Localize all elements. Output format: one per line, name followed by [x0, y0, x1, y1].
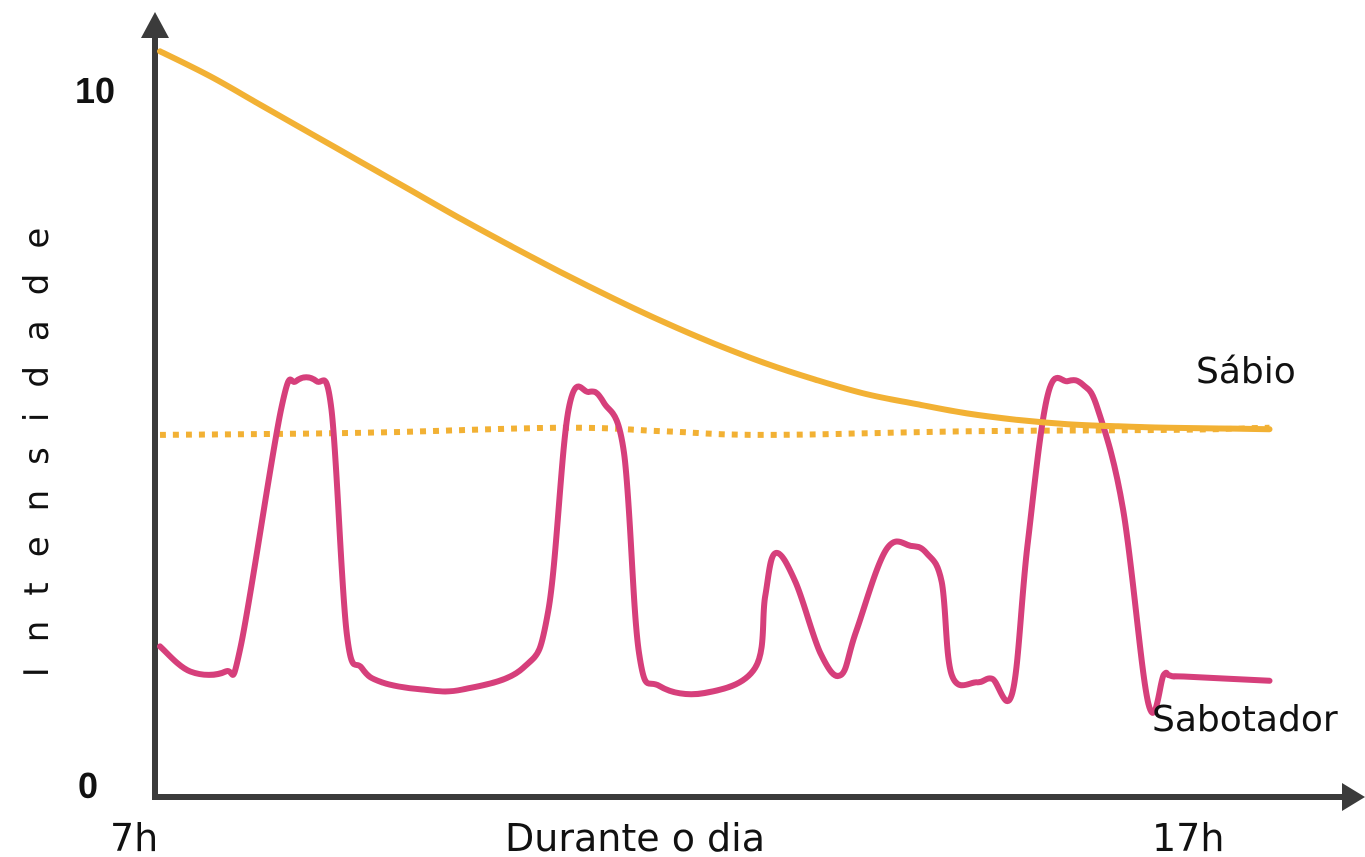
series-layer	[157, 48, 1273, 716]
series-label-sabio: Sábio	[1196, 351, 1296, 392]
series-line-sabotador	[157, 374, 1273, 716]
series-line-reference	[159, 424, 1270, 438]
x-tick-label-end: 17h	[1152, 816, 1224, 857]
x-axis-title: Durante o dia	[505, 816, 765, 857]
series-label-sabotador: Sabotador	[1152, 699, 1338, 740]
y-axis-arrow	[141, 12, 169, 38]
x-tick-label-start: 7h	[110, 816, 158, 857]
x-axis-arrow	[1342, 783, 1365, 811]
y-tick-label-min: 0	[78, 765, 98, 806]
y-axis-title: Intensidade	[17, 203, 57, 677]
series-line-sabio	[157, 48, 1273, 433]
y-tick-label-max: 10	[75, 70, 115, 111]
